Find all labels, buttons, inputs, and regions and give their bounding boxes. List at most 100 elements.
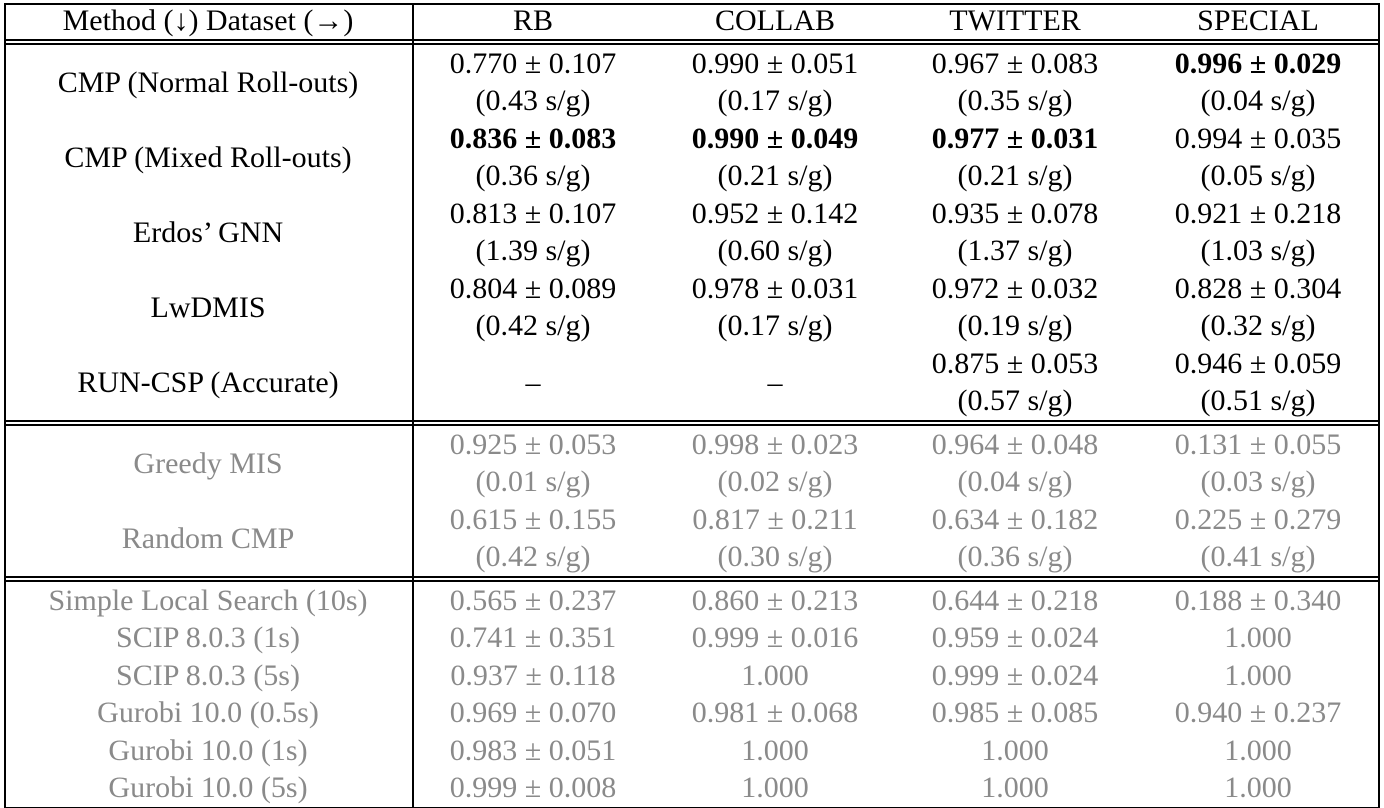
score: 0.999 ± 0.008 bbox=[449, 771, 617, 805]
runtime: (0.51 s/g) bbox=[1200, 384, 1316, 418]
header-cell: RB bbox=[512, 4, 554, 37]
score: 0.959 ± 0.024 bbox=[931, 621, 1099, 655]
table-border-right bbox=[1378, 3, 1380, 808]
runtime: (0.05 s/g) bbox=[1200, 159, 1316, 193]
group-rule bbox=[4, 420, 1380, 422]
column-rule bbox=[412, 3, 414, 808]
method-name: Gurobi 10.0 (0.5s) bbox=[97, 696, 319, 730]
group-rule bbox=[4, 580, 1380, 582]
score: 0.977 ± 0.031 bbox=[931, 121, 1099, 155]
method-name: Greedy MIS bbox=[133, 446, 283, 480]
runtime: (0.03 s/g) bbox=[1200, 465, 1316, 499]
table-border-left bbox=[4, 3, 6, 808]
score: 0.981 ± 0.068 bbox=[691, 696, 859, 730]
table-border-top bbox=[4, 3, 1380, 5]
runtime: (0.42 s/g) bbox=[475, 540, 591, 574]
score: 0.985 ± 0.085 bbox=[931, 696, 1099, 730]
runtime: (0.36 s/g) bbox=[475, 159, 591, 193]
score: 0.836 ± 0.083 bbox=[449, 121, 617, 155]
score: 0.188 ± 0.340 bbox=[1174, 583, 1342, 617]
group-rule bbox=[4, 43, 1380, 45]
score: 1.000 bbox=[741, 658, 809, 692]
score: 0.615 ± 0.155 bbox=[449, 502, 617, 536]
method-name: Erdos’ GNN bbox=[132, 215, 284, 249]
score: – bbox=[767, 365, 783, 399]
runtime: (0.60 s/g) bbox=[717, 234, 833, 268]
runtime: (1.03 s/g) bbox=[1200, 234, 1316, 268]
method-name: LwDMIS bbox=[150, 290, 266, 324]
score: 0.964 ± 0.048 bbox=[931, 427, 1099, 461]
runtime: (0.35 s/g) bbox=[957, 84, 1073, 118]
header-cell: COLLAB bbox=[715, 4, 835, 37]
score: 0.813 ± 0.107 bbox=[449, 196, 617, 230]
score: 0.937 ± 0.118 bbox=[450, 658, 616, 692]
runtime: (0.02 s/g) bbox=[717, 465, 833, 499]
group-rule bbox=[4, 576, 1380, 578]
score: 0.770 ± 0.107 bbox=[449, 46, 617, 80]
runtime: (0.17 s/g) bbox=[717, 309, 833, 343]
score: 0.817 ± 0.211 bbox=[692, 502, 858, 536]
header-rule bbox=[4, 39, 1380, 41]
score: 0.983 ± 0.051 bbox=[449, 733, 617, 767]
score: 0.967 ± 0.083 bbox=[931, 46, 1099, 80]
score: 0.644 ± 0.218 bbox=[931, 583, 1099, 617]
runtime: (0.21 s/g) bbox=[717, 159, 833, 193]
score: 0.634 ± 0.182 bbox=[931, 502, 1099, 536]
score: 1.000 bbox=[1224, 658, 1292, 692]
score: 1.000 bbox=[1224, 733, 1292, 767]
score: 0.565 ± 0.237 bbox=[449, 583, 617, 617]
score: 0.999 ± 0.024 bbox=[931, 658, 1099, 692]
score: 1.000 bbox=[741, 733, 809, 767]
runtime: (0.36 s/g) bbox=[957, 540, 1073, 574]
method-name: SCIP 8.0.3 (5s) bbox=[116, 658, 300, 692]
method-name: SCIP 8.0.3 (1s) bbox=[116, 621, 300, 655]
header-cell: Method (↓) Dataset (→) bbox=[62, 4, 354, 37]
method-name: CMP (Mixed Roll-outs) bbox=[64, 140, 352, 174]
runtime: (0.42 s/g) bbox=[475, 309, 591, 343]
method-name: Gurobi 10.0 (1s) bbox=[108, 733, 308, 767]
group-rule bbox=[4, 424, 1380, 426]
score: 0.875 ± 0.053 bbox=[931, 346, 1099, 380]
score: 0.940 ± 0.237 bbox=[1174, 696, 1342, 730]
score: 0.972 ± 0.032 bbox=[931, 271, 1099, 305]
runtime: (1.37 s/g) bbox=[957, 234, 1073, 268]
score: 0.990 ± 0.049 bbox=[691, 121, 859, 155]
score: 0.999 ± 0.016 bbox=[691, 621, 859, 655]
score: 0.225 ± 0.279 bbox=[1174, 502, 1342, 536]
score: 0.998 ± 0.023 bbox=[691, 427, 859, 461]
runtime: (0.43 s/g) bbox=[475, 84, 591, 118]
score: 0.828 ± 0.304 bbox=[1174, 271, 1342, 305]
runtime: (0.19 s/g) bbox=[957, 309, 1073, 343]
runtime: (0.21 s/g) bbox=[957, 159, 1073, 193]
method-name: Simple Local Search (10s) bbox=[48, 583, 368, 617]
score: 0.921 ± 0.218 bbox=[1174, 196, 1342, 230]
runtime: (0.57 s/g) bbox=[957, 384, 1073, 418]
score: 0.952 ± 0.142 bbox=[691, 196, 859, 230]
runtime: (0.04 s/g) bbox=[1200, 84, 1316, 118]
score: 0.946 ± 0.059 bbox=[1174, 346, 1342, 380]
score: – bbox=[525, 365, 541, 399]
score: 1.000 bbox=[1224, 771, 1292, 805]
runtime: (0.30 s/g) bbox=[717, 540, 833, 574]
runtime: (0.41 s/g) bbox=[1200, 540, 1316, 574]
runtime: (0.17 s/g) bbox=[717, 84, 833, 118]
method-name: CMP (Normal Roll-outs) bbox=[57, 65, 359, 99]
method-name: Gurobi 10.0 (5s) bbox=[108, 771, 308, 805]
runtime: (0.04 s/g) bbox=[957, 465, 1073, 499]
score: 1.000 bbox=[981, 733, 1049, 767]
score: 0.804 ± 0.089 bbox=[449, 271, 617, 305]
score: 0.969 ± 0.070 bbox=[449, 696, 617, 730]
score: 0.978 ± 0.031 bbox=[691, 271, 859, 305]
score: 1.000 bbox=[981, 771, 1049, 805]
header-cell: TWITTER bbox=[949, 4, 1081, 37]
method-name: Random CMP bbox=[121, 521, 295, 555]
score: 1.000 bbox=[741, 771, 809, 805]
method-name: RUN-CSP (Accurate) bbox=[77, 365, 339, 399]
score: 0.741 ± 0.351 bbox=[449, 621, 617, 655]
score: 0.996 ± 0.029 bbox=[1174, 46, 1342, 80]
score: 0.990 ± 0.051 bbox=[691, 46, 859, 80]
score: 0.935 ± 0.078 bbox=[931, 196, 1099, 230]
score: 0.131 ± 0.055 bbox=[1174, 427, 1342, 461]
runtime: (0.32 s/g) bbox=[1200, 309, 1316, 343]
